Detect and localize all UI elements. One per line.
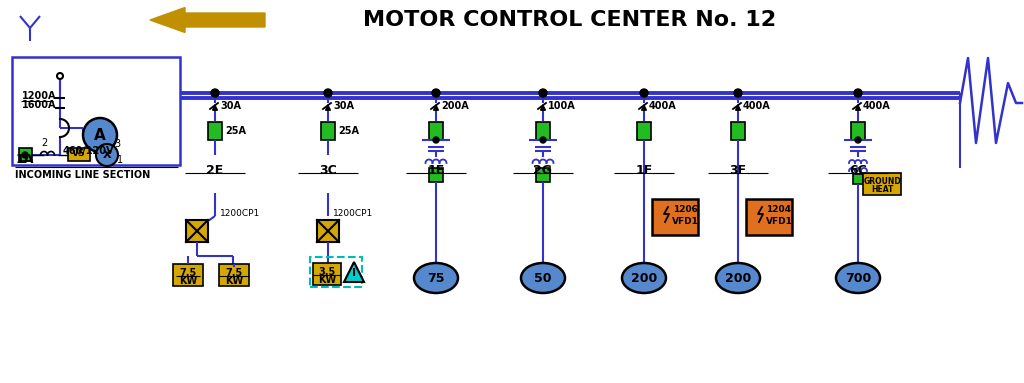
- Text: 2: 2: [41, 138, 47, 148]
- Circle shape: [640, 89, 648, 97]
- Text: MOTOR CONTROL CENTER No. 12: MOTOR CONTROL CENTER No. 12: [364, 10, 776, 30]
- Text: A: A: [94, 128, 105, 142]
- FancyArrow shape: [150, 8, 265, 33]
- Text: 1204: 1204: [767, 205, 792, 213]
- Text: 25A: 25A: [338, 126, 359, 136]
- Bar: [429, 122, 443, 140]
- Circle shape: [433, 137, 439, 143]
- Text: 700: 700: [845, 272, 871, 285]
- Text: X: X: [102, 150, 112, 160]
- Text: 400A: 400A: [649, 101, 677, 111]
- Text: 1A: 1A: [16, 153, 35, 166]
- Bar: [19, 148, 32, 161]
- Circle shape: [324, 89, 332, 97]
- Text: 100A: 100A: [548, 101, 575, 111]
- Bar: [317, 220, 339, 242]
- Ellipse shape: [716, 263, 760, 293]
- Text: 3F: 3F: [729, 165, 746, 177]
- Circle shape: [539, 89, 547, 97]
- Circle shape: [57, 73, 63, 79]
- Bar: [637, 122, 651, 140]
- Text: 200: 200: [631, 272, 657, 285]
- Text: 6C: 6C: [849, 165, 867, 177]
- Text: 50: 50: [535, 272, 552, 285]
- Bar: [186, 220, 208, 242]
- Bar: [536, 168, 550, 182]
- Text: VFD1: VFD1: [672, 216, 698, 226]
- Circle shape: [96, 144, 118, 166]
- Bar: [173, 264, 203, 286]
- Polygon shape: [344, 262, 364, 282]
- Text: 7.5: 7.5: [225, 268, 243, 278]
- Text: 1600A: 1600A: [22, 100, 56, 110]
- Text: 75: 75: [427, 272, 444, 285]
- Text: 3C: 3C: [319, 165, 337, 177]
- Circle shape: [83, 118, 117, 152]
- Ellipse shape: [521, 263, 565, 293]
- Text: HEAT: HEAT: [870, 185, 893, 193]
- Text: 2E: 2E: [207, 165, 223, 177]
- Text: 1200A: 1200A: [22, 91, 56, 101]
- Bar: [313, 263, 341, 285]
- Text: 25A: 25A: [225, 126, 246, 136]
- Text: 30A: 30A: [333, 101, 354, 111]
- Text: 400A: 400A: [863, 101, 891, 111]
- Text: 200A: 200A: [441, 101, 469, 111]
- Text: 460/120V: 460/120V: [63, 146, 115, 156]
- Ellipse shape: [622, 263, 666, 293]
- Text: KW: KW: [225, 276, 243, 286]
- Text: I: I: [352, 268, 356, 278]
- Text: 7.5: 7.5: [179, 268, 197, 278]
- Bar: [12, 57, 180, 165]
- Text: 1200CP1: 1200CP1: [220, 208, 260, 218]
- Text: 3: 3: [114, 139, 120, 149]
- Ellipse shape: [414, 263, 458, 293]
- Bar: [429, 168, 443, 182]
- Bar: [219, 264, 249, 286]
- Text: 400A: 400A: [743, 101, 771, 111]
- Text: 1F: 1F: [635, 165, 652, 177]
- Circle shape: [540, 137, 546, 143]
- Text: VS: VS: [73, 149, 86, 159]
- Bar: [208, 122, 222, 140]
- Bar: [863, 173, 901, 195]
- Text: 3.5: 3.5: [318, 267, 336, 277]
- Text: 1: 1: [117, 155, 123, 165]
- Bar: [851, 122, 865, 140]
- Text: 1200CP1: 1200CP1: [333, 208, 374, 218]
- Text: 200: 200: [725, 272, 752, 285]
- Text: 30A: 30A: [220, 101, 241, 111]
- Text: INCOMING LINE SECTION: INCOMING LINE SECTION: [15, 170, 151, 180]
- Ellipse shape: [836, 263, 880, 293]
- Bar: [652, 199, 698, 235]
- Text: KW: KW: [317, 275, 336, 285]
- Bar: [321, 122, 335, 140]
- Circle shape: [211, 89, 219, 97]
- Bar: [731, 122, 745, 140]
- Text: GROUND: GROUND: [863, 177, 901, 187]
- Text: 1E: 1E: [427, 165, 444, 177]
- Circle shape: [22, 152, 28, 158]
- Bar: [853, 174, 863, 184]
- Bar: [310, 257, 362, 287]
- Circle shape: [734, 89, 742, 97]
- Text: 2G: 2G: [534, 165, 553, 177]
- Text: VFD1: VFD1: [766, 216, 793, 226]
- Circle shape: [432, 89, 440, 97]
- Text: KW: KW: [179, 276, 198, 286]
- Circle shape: [855, 137, 861, 143]
- Bar: [536, 122, 550, 140]
- Circle shape: [854, 89, 862, 97]
- Bar: [68, 148, 90, 161]
- Bar: [746, 199, 792, 235]
- Text: 1206: 1206: [673, 205, 697, 213]
